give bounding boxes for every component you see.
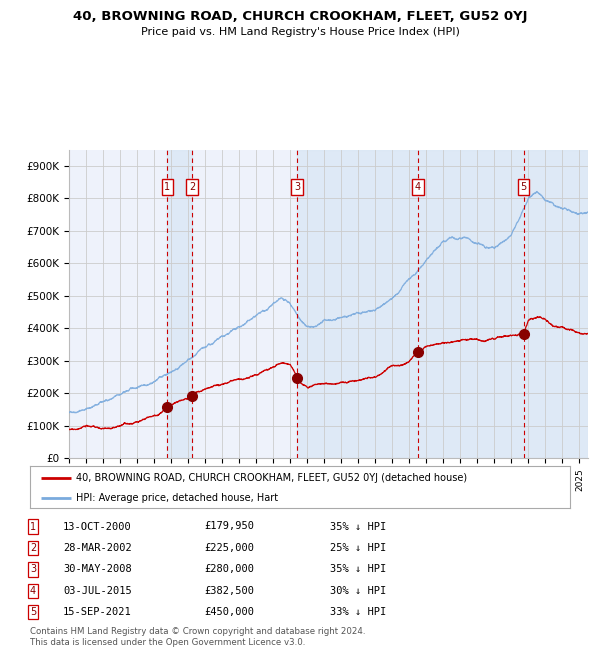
Text: 5: 5 bbox=[30, 607, 36, 618]
Text: 35% ↓ HPI: 35% ↓ HPI bbox=[330, 521, 386, 532]
Text: 5: 5 bbox=[520, 182, 527, 192]
Text: 4: 4 bbox=[30, 586, 36, 596]
Text: 2: 2 bbox=[30, 543, 36, 553]
Bar bbox=[297, 150, 588, 458]
Text: 33% ↓ HPI: 33% ↓ HPI bbox=[330, 607, 386, 618]
Text: 35% ↓ HPI: 35% ↓ HPI bbox=[330, 564, 386, 575]
Text: 15-SEP-2021: 15-SEP-2021 bbox=[63, 607, 132, 618]
Bar bbox=[167, 150, 192, 458]
Text: 2: 2 bbox=[189, 182, 196, 192]
Text: 25% ↓ HPI: 25% ↓ HPI bbox=[330, 543, 386, 553]
Text: Price paid vs. HM Land Registry's House Price Index (HPI): Price paid vs. HM Land Registry's House … bbox=[140, 27, 460, 37]
Text: £382,500: £382,500 bbox=[204, 586, 254, 596]
Text: 28-MAR-2002: 28-MAR-2002 bbox=[63, 543, 132, 553]
Text: HPI: Average price, detached house, Hart: HPI: Average price, detached house, Hart bbox=[76, 493, 278, 502]
Text: 30% ↓ HPI: 30% ↓ HPI bbox=[330, 586, 386, 596]
Text: £450,000: £450,000 bbox=[204, 607, 254, 618]
Text: Contains HM Land Registry data © Crown copyright and database right 2024.
This d: Contains HM Land Registry data © Crown c… bbox=[30, 627, 365, 647]
Text: 03-JUL-2015: 03-JUL-2015 bbox=[63, 586, 132, 596]
Text: 13-OCT-2000: 13-OCT-2000 bbox=[63, 521, 132, 532]
Text: 3: 3 bbox=[294, 182, 300, 192]
Text: £280,000: £280,000 bbox=[204, 564, 254, 575]
Text: £179,950: £179,950 bbox=[204, 521, 254, 532]
Text: 1: 1 bbox=[164, 182, 170, 192]
Text: 4: 4 bbox=[415, 182, 421, 192]
Text: 3: 3 bbox=[30, 564, 36, 575]
Text: 40, BROWNING ROAD, CHURCH CROOKHAM, FLEET, GU52 0YJ: 40, BROWNING ROAD, CHURCH CROOKHAM, FLEE… bbox=[73, 10, 527, 23]
Text: 1: 1 bbox=[30, 521, 36, 532]
Text: 40, BROWNING ROAD, CHURCH CROOKHAM, FLEET, GU52 0YJ (detached house): 40, BROWNING ROAD, CHURCH CROOKHAM, FLEE… bbox=[76, 473, 467, 483]
Text: 30-MAY-2008: 30-MAY-2008 bbox=[63, 564, 132, 575]
Text: £225,000: £225,000 bbox=[204, 543, 254, 553]
